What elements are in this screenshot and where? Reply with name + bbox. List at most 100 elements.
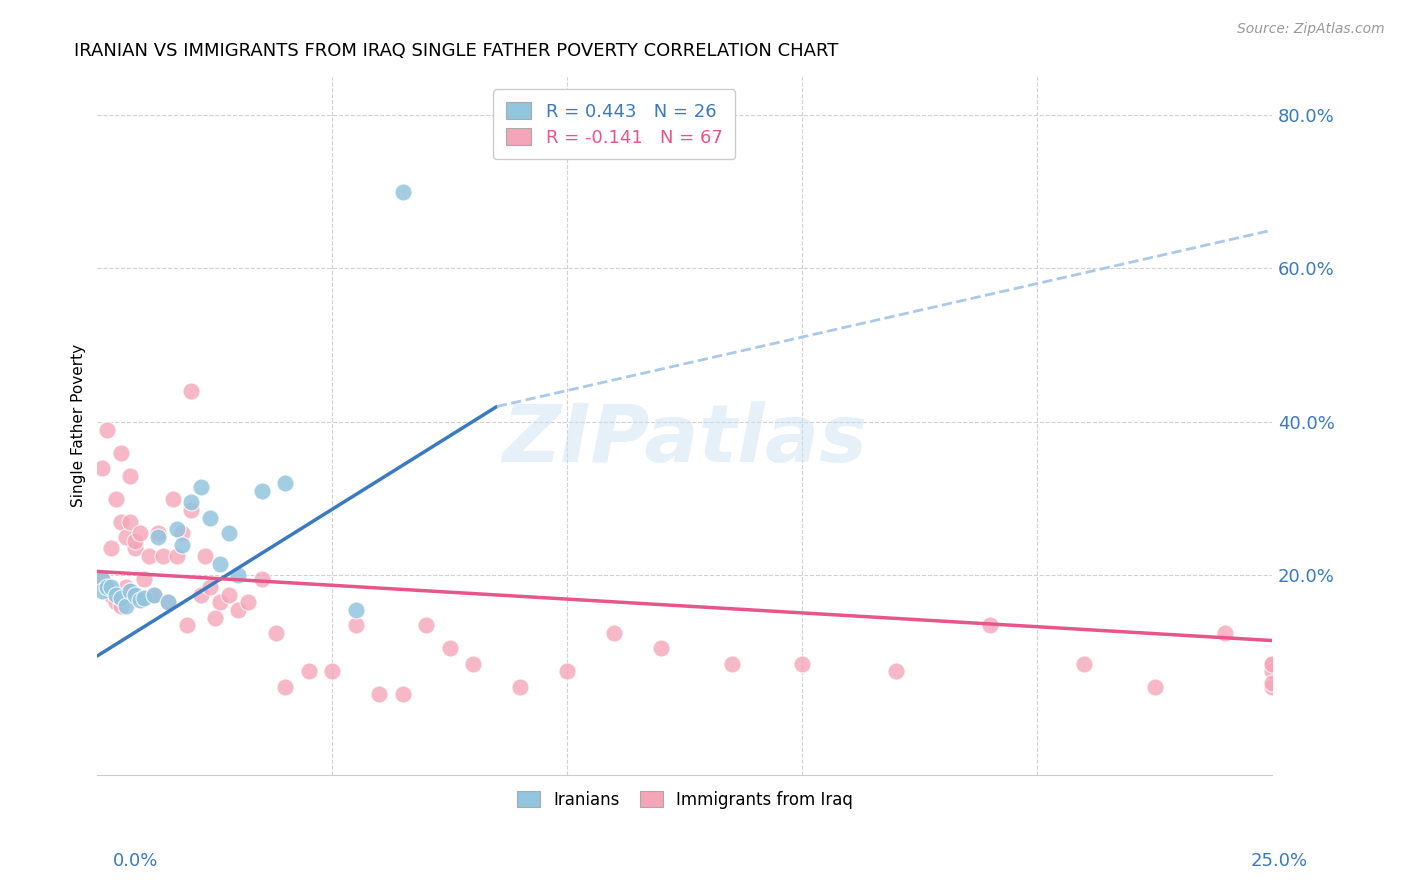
Point (124, 541, 146, 556)
Point (218, 526, 240, 541)
Point (124, 587, 146, 601)
Point (392, 687, 415, 701)
Y-axis label: Single Father Poverty: Single Father Poverty (72, 344, 86, 508)
Point (105, 491, 128, 506)
Point (114, 599, 136, 613)
Point (142, 587, 165, 601)
Point (120, 468, 142, 483)
Point (603, 625, 626, 640)
Point (120, 583, 142, 598)
Point (1261, 657, 1284, 671)
Point (198, 580, 221, 594)
Point (1215, 625, 1237, 640)
Point (194, 549, 217, 563)
Point (321, 665, 343, 679)
Point (166, 549, 188, 563)
Point (100, 541, 122, 556)
Point (96, 580, 118, 594)
Point (156, 595, 179, 609)
Point (110, 591, 132, 606)
Point (250, 572, 273, 586)
Point (91, 461, 114, 475)
Point (190, 480, 212, 494)
Point (298, 665, 321, 679)
Point (180, 503, 202, 517)
Point (180, 495, 202, 509)
Point (91, 572, 114, 586)
Point (228, 603, 250, 617)
Point (110, 445, 132, 459)
Point (198, 510, 221, 524)
Point (120, 515, 142, 529)
Point (148, 526, 170, 541)
Point (264, 625, 287, 640)
Point (344, 603, 367, 617)
Point (1143, 680, 1166, 694)
Point (100, 580, 122, 594)
Point (1073, 657, 1095, 671)
Point (509, 680, 531, 694)
Point (134, 591, 156, 606)
Point (886, 665, 908, 679)
Point (1261, 675, 1284, 690)
Point (91, 583, 114, 598)
Point (120, 583, 142, 598)
Point (208, 595, 231, 609)
Point (162, 491, 184, 506)
Point (110, 599, 132, 613)
Point (439, 641, 461, 656)
Point (114, 580, 136, 594)
Point (166, 522, 188, 536)
Point (152, 549, 174, 563)
Point (236, 595, 259, 609)
Point (190, 587, 212, 601)
Point (557, 665, 579, 679)
Text: 25.0%: 25.0% (1250, 852, 1308, 870)
Point (124, 533, 146, 548)
Point (91, 572, 114, 586)
Point (114, 530, 136, 544)
Point (128, 593, 150, 607)
Point (1261, 657, 1284, 671)
Point (138, 549, 160, 563)
Point (176, 618, 198, 632)
Point (721, 657, 744, 671)
Point (148, 530, 170, 544)
Point (156, 595, 179, 609)
Point (979, 618, 1001, 632)
Point (170, 526, 193, 541)
Point (218, 587, 240, 601)
Point (228, 568, 250, 582)
Text: ZIPatlas: ZIPatlas (502, 401, 868, 479)
Text: Source: ZipAtlas.com: Source: ZipAtlas.com (1237, 22, 1385, 37)
Point (100, 587, 122, 601)
Point (96, 423, 118, 437)
Text: 0.0%: 0.0% (112, 852, 157, 870)
Point (128, 526, 150, 541)
Point (1261, 665, 1284, 679)
Point (110, 515, 132, 529)
Point (392, 185, 415, 199)
Text: IRANIAN VS IMMIGRANTS FROM IRAQ SINGLE FATHER POVERTY CORRELATION CHART: IRANIAN VS IMMIGRANTS FROM IRAQ SINGLE F… (75, 42, 838, 60)
Legend: Iranians, Immigrants from Iraq: Iranians, Immigrants from Iraq (510, 784, 860, 815)
Point (650, 641, 672, 656)
Point (96, 580, 118, 594)
Point (463, 657, 485, 671)
Point (134, 591, 156, 606)
Point (792, 657, 814, 671)
Point (368, 687, 391, 701)
Point (250, 483, 273, 498)
Point (105, 587, 128, 601)
Point (1261, 680, 1284, 694)
Point (134, 572, 156, 586)
Point (344, 618, 367, 632)
Point (274, 476, 297, 491)
Point (274, 680, 297, 694)
Point (415, 618, 437, 632)
Point (208, 557, 231, 571)
Point (180, 384, 202, 399)
Point (105, 595, 128, 609)
Point (142, 587, 165, 601)
Point (170, 538, 193, 552)
Point (204, 610, 226, 624)
